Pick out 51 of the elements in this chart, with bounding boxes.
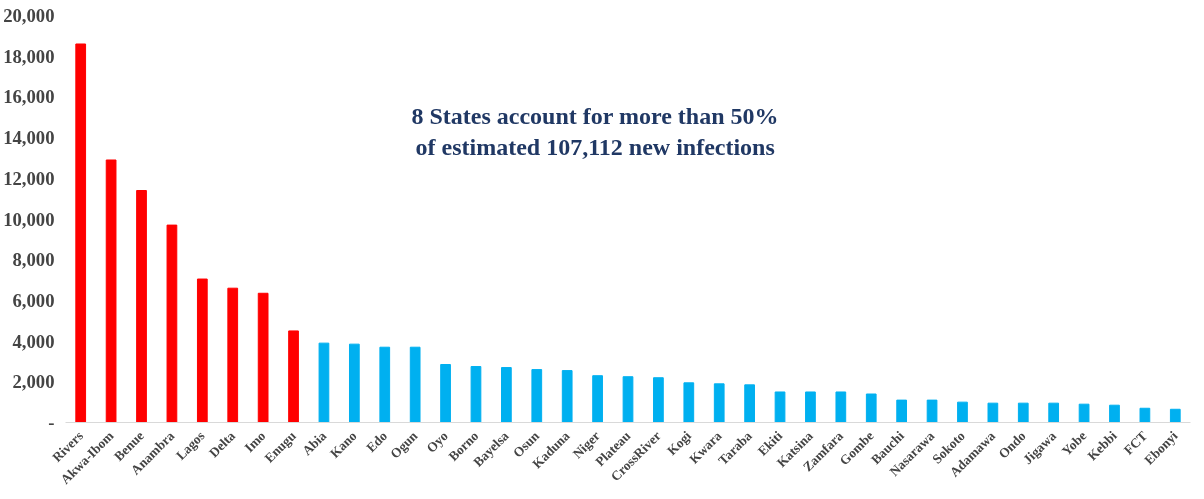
bar: [166, 224, 178, 423]
bar: [1109, 404, 1120, 423]
bar: [1078, 403, 1090, 423]
annotation: 8 States account for more than 50% of estimated 107,112 new infections: [411, 102, 779, 161]
bar: [1017, 402, 1029, 423]
bar: [1169, 408, 1181, 423]
bar: [409, 346, 421, 423]
bar: [348, 343, 360, 423]
bar: [501, 367, 512, 423]
bar: [1139, 407, 1151, 423]
y-tick-label: 4,000: [12, 330, 55, 352]
bar: [561, 370, 573, 423]
bar: [926, 399, 938, 423]
bar: [622, 376, 634, 423]
bar: [835, 391, 847, 423]
bar: [257, 292, 269, 423]
bar: [653, 377, 664, 423]
y-tick-label: 16,000: [3, 86, 55, 108]
y-tick-label: 18,000: [3, 45, 55, 67]
bar: [196, 278, 208, 423]
bar: [987, 402, 999, 423]
y-tick-label: 2,000: [12, 371, 55, 393]
bar: [683, 382, 695, 423]
bar: [744, 384, 755, 423]
bar: [805, 391, 816, 423]
y-tick-label: 12,000: [3, 167, 55, 189]
bar: [896, 399, 908, 423]
x-tick-label: Edo: [363, 427, 391, 456]
bar: [288, 330, 299, 423]
bar: [318, 342, 330, 423]
bar: [440, 364, 451, 423]
bar: [227, 287, 239, 423]
y-tick-label: -: [48, 412, 55, 433]
x-tick-label: Abia: [299, 427, 330, 459]
y-tick-label: 20,000: [3, 5, 55, 26]
bar: [1048, 402, 1060, 423]
bar: [774, 391, 786, 423]
bar: [136, 190, 147, 423]
bar: [470, 366, 482, 423]
bar: [957, 401, 968, 423]
bar: [379, 346, 391, 423]
y-tick-label: 14,000: [3, 127, 55, 149]
bar: [713, 383, 725, 423]
bar: [531, 369, 543, 423]
bar: [75, 43, 87, 423]
y-tick-label: 8,000: [12, 249, 55, 271]
y-tick-label: 6,000: [12, 289, 55, 311]
bar: [592, 375, 603, 423]
y-tick-label: 10,000: [3, 208, 55, 230]
bar: [105, 159, 117, 423]
bar: [865, 393, 877, 423]
